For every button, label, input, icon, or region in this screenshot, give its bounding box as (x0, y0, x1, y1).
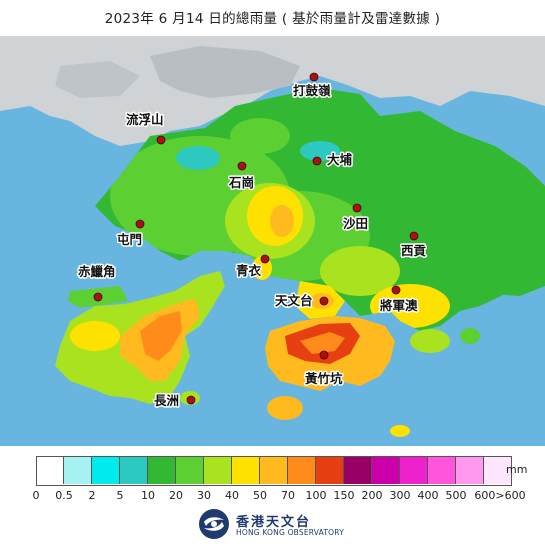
legend-swatch (176, 456, 204, 484)
legend-tick-label: 500 (445, 489, 467, 502)
legend-swatch (428, 456, 456, 484)
legend-swatch (316, 456, 344, 484)
hk-island-orange (300, 332, 345, 354)
legend-swatch (92, 456, 120, 484)
hko-emblem-icon (199, 509, 229, 539)
legend-unit: mm (506, 463, 528, 476)
legend-swatch (232, 456, 260, 484)
place-marker-tai-po: 大埔 (312, 151, 354, 169)
hko-logo: 香港天文台 HONG KONG OBSERVATORY (198, 507, 358, 541)
mainland-urban (150, 46, 300, 98)
place-label-tseung-kwan-o: 將軍澳 (380, 298, 418, 313)
legend-swatch (204, 456, 232, 484)
legend-swatch (148, 456, 176, 484)
place-marker-tsing-yi: 青衣 (235, 254, 270, 280)
lantau-yellow (70, 321, 120, 351)
place-label-shek-kong: 石崗 (228, 175, 254, 190)
rain-zone-cyan-tai-po (300, 141, 340, 161)
place-label-cheung-chau: 長洲 (154, 393, 179, 408)
rainfall-map: 打鼓嶺 流浮山 石崗 大埔 屯門 沙田 西貢 赤鱲角 青衣 天文台 將軍澳 (0, 36, 545, 448)
rain-zone-cyan-lau-fau (176, 146, 220, 170)
rainfall-legend (36, 456, 512, 486)
sai-kung-island-1 (410, 329, 450, 353)
place-label-lau-fau-shan: 流浮山 (126, 112, 164, 127)
place-marker-sai-kung: 西貢 (400, 231, 428, 260)
legend-swatch (260, 456, 288, 484)
legend-tick-label: 400 (417, 489, 439, 502)
place-label-sha-tin: 沙田 (343, 216, 368, 231)
legend-tick-label: 100 (305, 489, 327, 502)
place-marker-tuen-mun: 屯門 (116, 219, 145, 249)
sai-kung-island-2 (460, 328, 480, 344)
place-marker-da-gu-ling: 打鼓嶺 (292, 72, 333, 100)
rain-zone-orange-shek-kong (270, 205, 294, 237)
legend-tick-label: 0.5 (55, 489, 73, 502)
sai-kung-east (470, 226, 545, 296)
legend-tick-label: 150 (333, 489, 355, 502)
place-marker-tian-wen-tai: 天文台 (274, 292, 329, 310)
legend-tick-label: 300 (389, 489, 411, 502)
legend-swatch (456, 456, 484, 484)
place-marker-wong-chuk-hang: 黃竹坑 (303, 350, 345, 388)
mainland-urban-2 (55, 61, 140, 98)
place-marker-sha-tin: 沙田 (342, 203, 370, 233)
legend-swatch (36, 456, 64, 484)
legend-tick-label: 600>600 (474, 489, 526, 502)
place-label-chek-lap-kok: 赤鱲角 (78, 264, 116, 279)
legend-tick-label: 2 (88, 489, 96, 502)
rain-zone-lightgreen-sha-tin (320, 246, 400, 296)
place-label-tian-wen-tai: 天文台 (275, 293, 313, 308)
legend-swatch (120, 456, 148, 484)
legend-swatch (400, 456, 428, 484)
lamma-island (267, 396, 303, 420)
legend-tick-label: 0 (32, 489, 40, 502)
legend-tick-label: 20 (169, 489, 183, 502)
place-label-wong-chuk-hang: 黃竹坑 (304, 371, 343, 386)
place-label-tsing-yi: 青衣 (236, 263, 262, 278)
po-toi-island (390, 425, 410, 437)
legend-tick-label: 50 (253, 489, 267, 502)
legend-tick-label: 5 (116, 489, 124, 502)
hko-name-cn: 香港天文台 (236, 515, 312, 530)
lantau-red (140, 311, 182, 361)
map-title: 2023年 6 月14 日的總雨量 ( 基於雨量計及雷達數據 ) (104, 11, 441, 27)
legend-swatch (372, 456, 400, 484)
place-marker-cheung-chau: 長洲 (153, 392, 196, 410)
legend-swatch (64, 456, 92, 484)
mainland-terrain (0, 36, 545, 146)
legend-tick-label: 30 (197, 489, 211, 502)
hko-name-en: HONG KONG OBSERVATORY (236, 528, 344, 537)
legend-swatch (344, 456, 372, 484)
legend-tick-label: 70 (281, 489, 295, 502)
place-marker-chek-lap-kok: 赤鱲角 (77, 263, 117, 302)
rain-zone-lime-north (230, 118, 290, 154)
legend-tick-label: 200 (361, 489, 383, 502)
place-marker-shek-kong: 石崗 (227, 161, 256, 192)
place-marker-lau-fau-shan: 流浮山 (125, 111, 166, 145)
place-label-tai-po: 大埔 (327, 152, 353, 167)
place-marker-tseung-kwan-o: 將軍澳 (379, 285, 420, 315)
place-label-sai-kung: 西貢 (401, 243, 427, 258)
place-label-da-gu-ling: 打鼓嶺 (293, 83, 331, 98)
legend-tick-label: 40 (225, 489, 239, 502)
legend-swatch (288, 456, 316, 484)
place-label-tuen-mun: 屯門 (117, 232, 142, 247)
legend-tick-label: 10 (141, 489, 155, 502)
